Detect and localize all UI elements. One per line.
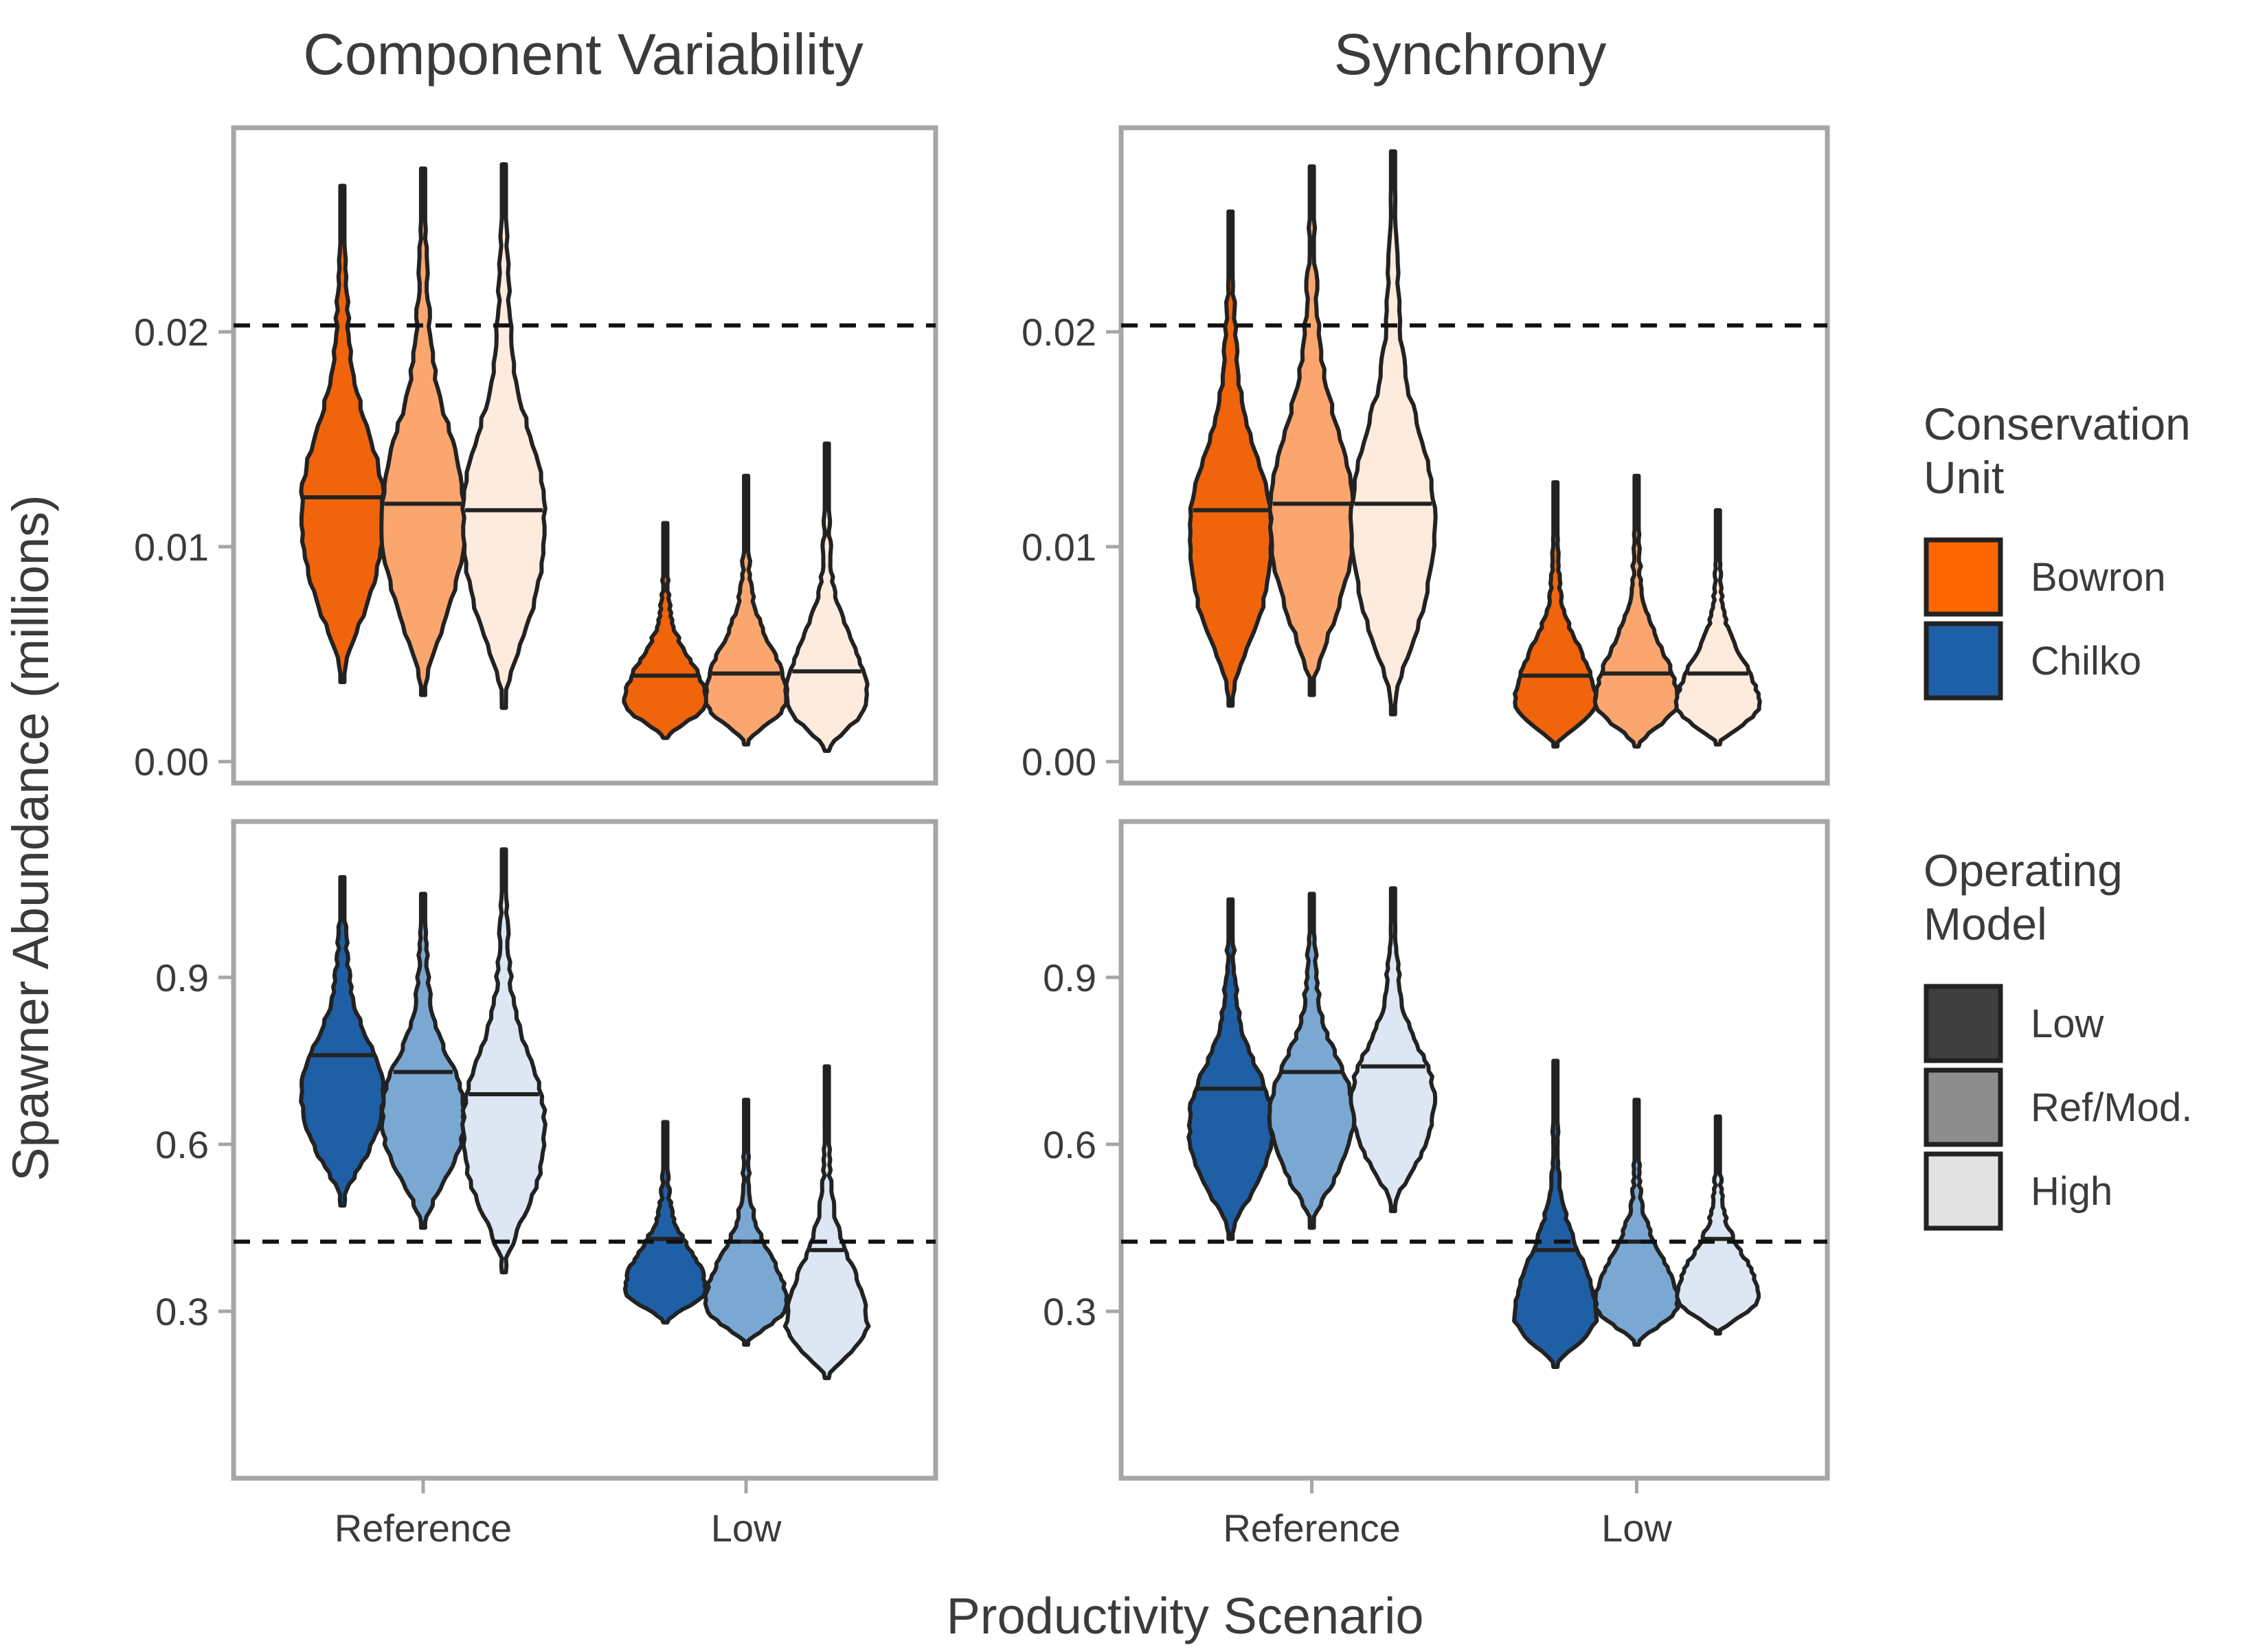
- y-tick-label: 0.9: [155, 956, 209, 999]
- violin-bowron-reference-high: [460, 162, 548, 710]
- y-tick-label: 0.01: [1022, 525, 1096, 569]
- violin-chilko-reference-low: [299, 875, 386, 1208]
- x-axis-title: Productivity Scenario: [946, 1587, 1423, 1644]
- violin-chilko-low-high: [782, 1064, 871, 1381]
- x-tick-label: Low: [1601, 1506, 1672, 1550]
- y-tick-label: 0.01: [134, 525, 209, 569]
- panel-component-variability-chilko: 0.3 0.6 0.9 Reference Low: [155, 819, 938, 1550]
- violin-bowron-reference-low: [1188, 209, 1274, 708]
- violin-bowron-low-low: [1513, 480, 1599, 749]
- violin-bowron-reference-ref-mod: [379, 166, 467, 697]
- y-tick-label: 0.3: [155, 1290, 209, 1333]
- legend-title: Model: [1924, 898, 2047, 949]
- legend-key-chilko: [1924, 621, 2003, 701]
- panel-frame: [1118, 819, 1830, 1481]
- legend-key-high: [1924, 1151, 2003, 1231]
- y-tick-label: 0.3: [1043, 1290, 1096, 1333]
- legend-label-high: High: [2031, 1169, 2112, 1214]
- panel-frame: [231, 125, 938, 786]
- legend-label-chilko: Chilko: [2031, 639, 2141, 683]
- y-tick-label: 0.02: [134, 310, 209, 354]
- panel-frame: [1118, 125, 1830, 786]
- legend-key-low: [1924, 984, 2003, 1063]
- x-tick-label: Reference: [335, 1506, 512, 1550]
- violin-chilko-low-low: [1512, 1059, 1599, 1369]
- panel-synchrony-bowron: 0.00 0.01 0.02: [1022, 125, 1830, 786]
- panel-synchrony-chilko: 0.3 0.6 0.9 Reference Low: [1043, 819, 1830, 1550]
- violin-chilko-reference-ref-mod: [379, 892, 467, 1230]
- violin-bowron-low-ref-mod: [1592, 473, 1681, 749]
- y-axis-title: Spawner Abundance (millions): [2, 495, 59, 1181]
- legend-label-bowron: Bowron: [2031, 555, 2166, 600]
- strip-title-synchrony: Synchrony: [1334, 22, 1607, 87]
- violin-chilko-low-low: [622, 1120, 708, 1325]
- violin-bowron-reference-ref-mod: [1267, 164, 1356, 697]
- legend-title: Unit: [1924, 452, 2004, 503]
- violin-bowron-reference-low: [299, 183, 386, 684]
- legend-title: Operating: [1924, 845, 2123, 896]
- legend-key-bowron: [1924, 537, 2003, 617]
- legend-label-low: Low: [2031, 1002, 2105, 1046]
- panels: 0.00 0.01 0.02 0.00 0.01 0.02 0.3 0.6 0.9 Referen…: [134, 125, 1830, 1550]
- x-tick-label: Low: [711, 1506, 782, 1550]
- violin-chilko-reference-low: [1186, 897, 1275, 1241]
- violin-chilko-low-high: [1675, 1114, 1761, 1336]
- violin-chilko-reference-ref-mod: [1267, 892, 1357, 1230]
- panel-component-variability-bowron: 0.00 0.01 0.02: [134, 125, 938, 786]
- violin-bowron-low-high: [784, 441, 870, 754]
- violin-bowron-reference-high: [1348, 149, 1438, 716]
- violin-bowron-low-ref-mod: [703, 473, 789, 747]
- violin-chilko-low-ref-mod: [703, 1098, 789, 1347]
- y-tick-label: 0.6: [1043, 1123, 1096, 1166]
- y-tick-label: 0.00: [1022, 740, 1096, 784]
- violin-chilko-reference-high: [1349, 886, 1438, 1214]
- legend-label-ref-mod: Ref/Mod.: [2031, 1085, 2192, 1130]
- violin-chilko-reference-high: [460, 847, 548, 1275]
- y-tick-label: 0.6: [155, 1123, 209, 1166]
- legend-key-ref-mod: [1924, 1067, 2003, 1147]
- panel-frame: [231, 819, 938, 1481]
- legend-title: Conservation: [1924, 398, 2191, 449]
- violin-chilko-low-ref-mod: [1593, 1098, 1680, 1347]
- x-tick-label: Reference: [1223, 1506, 1400, 1550]
- y-tick-label: 0.02: [1022, 310, 1096, 354]
- y-tick-label: 0.9: [1043, 956, 1096, 999]
- y-tick-label: 0.00: [134, 740, 209, 784]
- violin-bowron-low-low: [622, 521, 709, 740]
- strip-title-component-variability: Component Variability: [303, 22, 864, 87]
- violin-bowron-low-high: [1673, 508, 1762, 747]
